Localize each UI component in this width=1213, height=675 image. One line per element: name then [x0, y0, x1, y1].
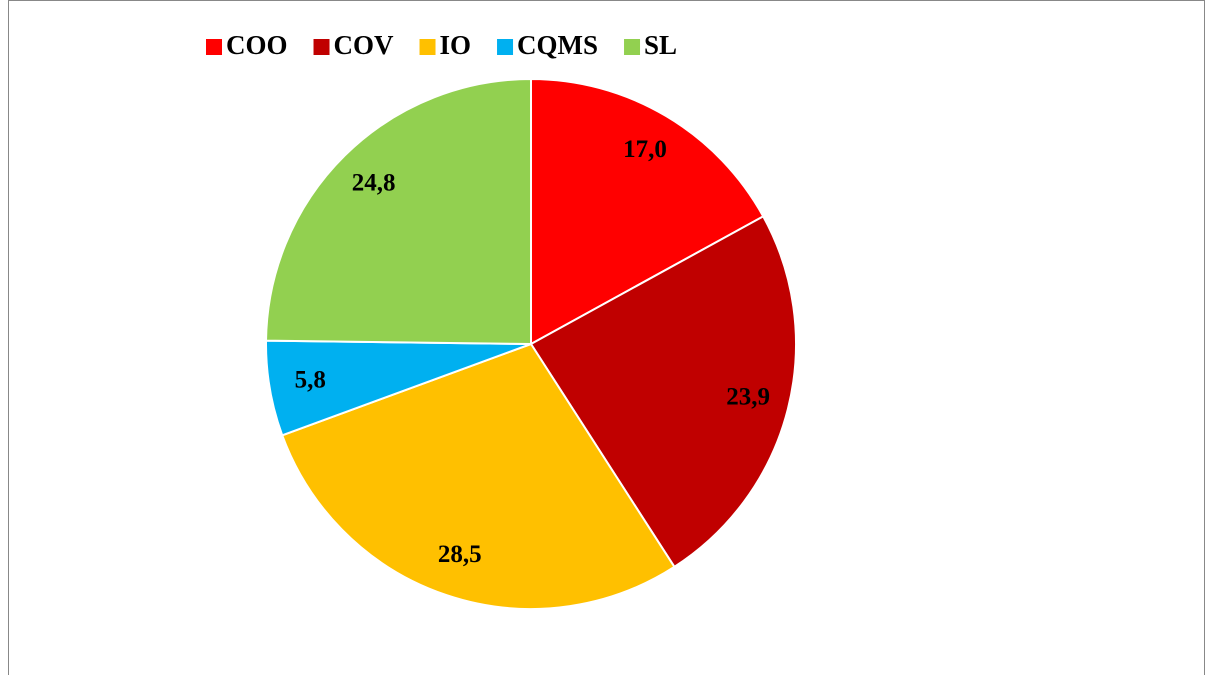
data-label: 23,9 [726, 384, 770, 411]
legend-label: IO [440, 30, 472, 60]
data-label: 28,5 [438, 541, 482, 568]
legend-label: SL [644, 30, 677, 60]
pie-slice [265, 77, 532, 346]
data-label: 24,8 [352, 169, 396, 196]
legend-swatch [313, 39, 330, 55]
legend-label: CQMS [517, 30, 598, 60]
legend-swatch [497, 39, 514, 55]
pie-slice [280, 342, 676, 610]
pie-slice [530, 77, 765, 346]
legend-swatch [624, 39, 641, 55]
data-label: 5,8 [295, 367, 326, 394]
legend-swatch [206, 39, 222, 55]
legend-swatch [419, 39, 436, 55]
pie-slice [529, 214, 797, 569]
data-label: 17,0 [623, 136, 667, 163]
legend-label: COV [334, 30, 395, 60]
legend-label: COO [226, 30, 288, 60]
